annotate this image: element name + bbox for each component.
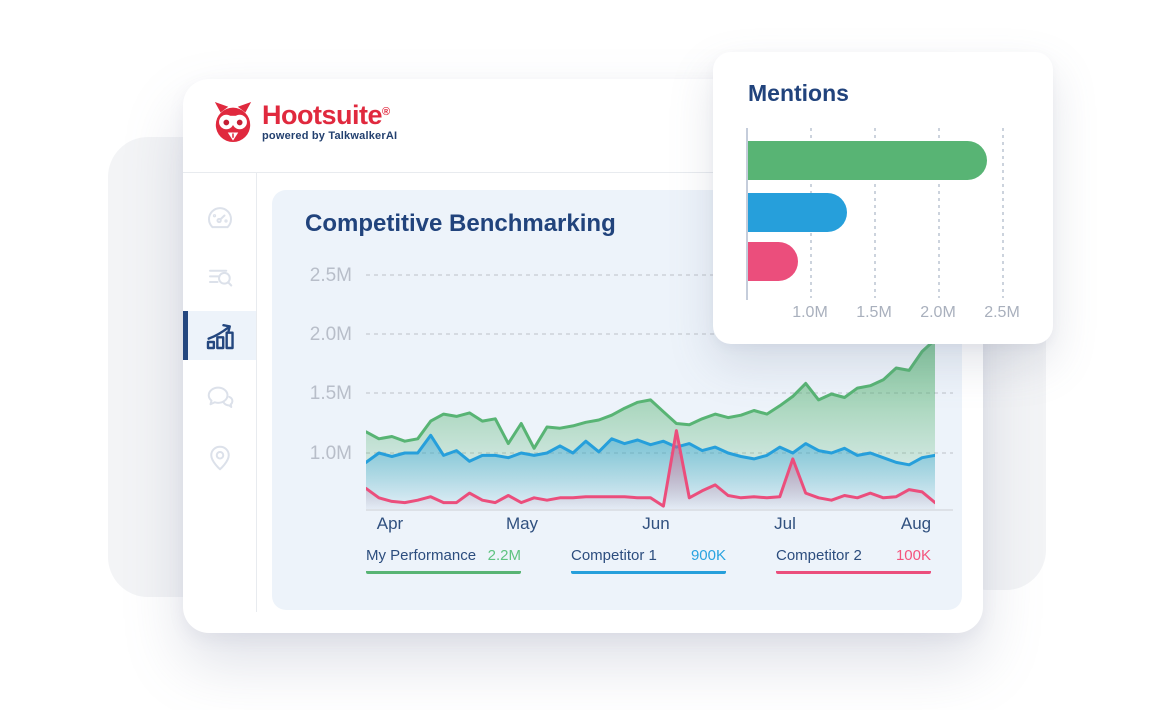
legend-value: 100K: [895, 547, 931, 564]
y-tick-label: 1.0M: [309, 443, 352, 464]
y-tick-label: 1.5M: [309, 383, 352, 404]
y-tick-label: 2.0M: [309, 324, 352, 345]
location-pin-icon: [209, 445, 230, 470]
owl-icon: [214, 101, 252, 143]
x-tick-label: May: [505, 514, 539, 533]
sidebar-item-analytics[interactable]: [183, 311, 256, 360]
mentions-card: Mentions 1.0M 1.5M 2.0M 2.5M: [713, 52, 1053, 344]
gridline-2-0m: [938, 128, 940, 298]
sidebar-item-search[interactable]: [183, 252, 256, 301]
x-tick-label: Aug: [900, 514, 932, 533]
chat-icon: [207, 386, 233, 408]
sidebar-item-locations[interactable]: [183, 433, 256, 482]
gridline-2-5m: [366, 274, 953, 276]
bar-my-performance: [748, 141, 987, 180]
x-tick-label: Apr: [376, 514, 404, 533]
gridline-1-5m: [366, 392, 953, 394]
legend-value: 900K: [690, 547, 726, 564]
y-tick-label: 2.5M: [309, 265, 352, 286]
mentions-tick-label: 2.0M: [920, 304, 956, 321]
gridline-2-5m: [1002, 128, 1004, 298]
mentions-title: Mentions: [748, 80, 849, 106]
panel-title: Competitive Benchmarking: [305, 210, 616, 237]
brand-name: Hootsuite®: [262, 100, 391, 130]
mentions-plot: [746, 128, 1036, 300]
gauge-icon: [207, 206, 232, 228]
legend-item-competitor-2[interactable]: Competitor 2 100K: [776, 547, 931, 574]
gridline-1-5m: [874, 128, 876, 298]
legend-label: Competitor 2: [776, 547, 862, 564]
legend-label: Competitor 1: [571, 547, 657, 564]
benchmark-plot: [366, 340, 935, 510]
brand-tagline: powered by TalkwalkerAI: [262, 130, 398, 142]
mentions-tick-label: 2.5M: [984, 304, 1020, 321]
app-window: Hootsuite® powered by TalkwalkerAI: [183, 79, 983, 633]
legend-label: My Performance: [366, 547, 477, 564]
list-search-icon: [208, 269, 232, 286]
hootsuite-logo: Hootsuite® powered by TalkwalkerAI: [212, 100, 397, 144]
registered-mark: ®: [382, 106, 391, 118]
app-header: Hootsuite® powered by TalkwalkerAI: [183, 79, 983, 173]
x-tick-label: Jun: [642, 514, 670, 533]
bar-chart-growth-icon: [206, 323, 234, 349]
sidebar-divider: [256, 173, 257, 612]
legend-item-competitor-1[interactable]: Competitor 1 900K: [571, 547, 726, 574]
legend-item-my-performance[interactable]: My Performance 2.2M: [366, 547, 521, 574]
gridline-2-0m: [366, 333, 953, 335]
sidebar-item-dashboard[interactable]: [183, 194, 256, 243]
bar-competitor-2: [748, 242, 798, 281]
mentions-tick-label: 1.0M: [792, 304, 828, 321]
bar-competitor-1: [748, 193, 847, 232]
active-indicator: [183, 311, 188, 360]
x-axis-line: [366, 509, 953, 511]
mentions-tick-label: 1.5M: [856, 304, 892, 321]
legend-value: 2.2M: [487, 547, 521, 564]
mentions-axis-line: [746, 128, 748, 300]
sidebar: [183, 173, 256, 633]
header-divider: [183, 172, 983, 173]
x-tick-label: Jul: [774, 514, 796, 533]
sidebar-item-messages[interactable]: [183, 372, 256, 421]
